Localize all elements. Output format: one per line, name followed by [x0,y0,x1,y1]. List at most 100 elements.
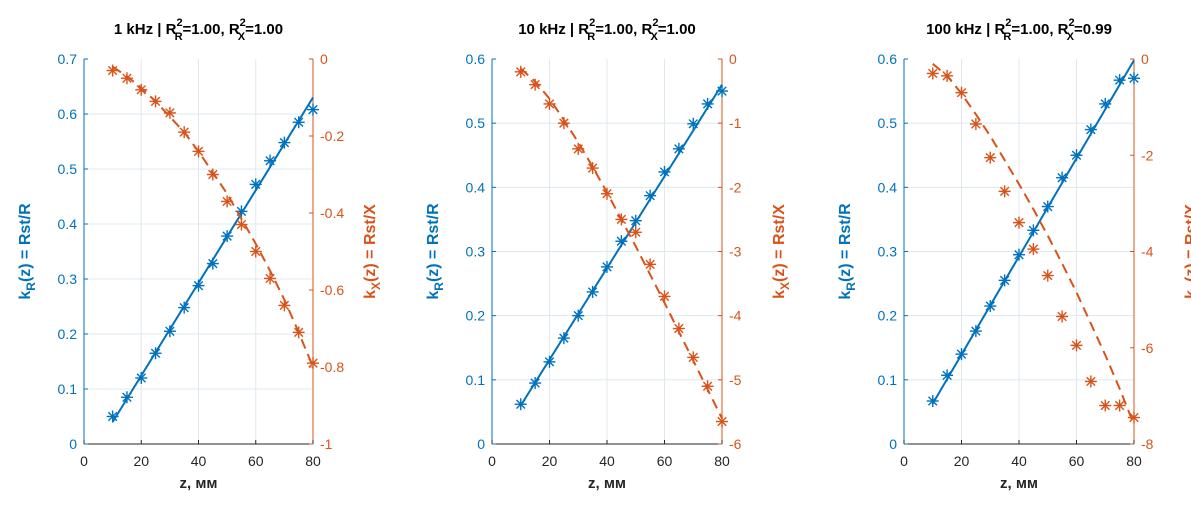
kx-data-point [135,83,148,96]
right-y-tick-label: -5 [729,372,742,388]
left-y-tick-label: 0 [477,436,485,452]
left-y-tick-label: 0.7 [58,51,78,67]
x-tick-label: 0 [488,453,496,469]
kx-data-point [264,272,277,285]
kx-data-point [120,72,133,85]
kx-data-point [1056,310,1069,323]
kx-data-point [629,226,642,239]
left-y-tick-label: 0.4 [466,179,486,195]
x-tick-label: 80 [305,453,321,469]
kx-data-point [1041,269,1054,282]
kx-data-point [658,290,671,303]
x-axis-label: z, мм [588,475,626,492]
left-y-axis-label: kR(z) = Rst/R [837,203,858,300]
x-tick-label: 40 [599,453,615,469]
right-y-tick-label: -2 [1141,147,1154,163]
x-tick-label: 40 [191,453,207,469]
right-y-tick-label: 0 [729,51,737,67]
kx-data-point [1027,243,1040,256]
right-y-axis-label: kX(z) = Rst/X [362,204,383,299]
left-y-tick-label: 0.6 [58,106,78,122]
x-tick-label: 80 [1126,453,1142,469]
chart-title: 10 kHz | R2 R=1.00, R2 X=1.00 [518,17,696,43]
x-axis-label: z, мм [179,475,217,492]
chart-title: 1 kHz | R2 R=1.00, R2 X=1.00 [114,17,283,43]
kr-data-point [1128,72,1140,85]
kx-data-point [1099,399,1112,412]
x-tick-label: 20 [542,453,558,469]
kx-data-point [926,67,939,80]
kr-data-point [1113,74,1126,87]
chart-panel-3: 0 20 40 60 80 0 0.1 0.2 0.3 0.4 0.5 0.6 -8 -6 -4 -2 0 100… [837,17,1191,492]
left-y-tick-label: 0 [889,436,897,452]
left-y-tick-label: 0.3 [466,244,486,260]
kx-data-point [206,168,219,181]
kx-data-point [586,162,599,175]
left-y-tick-label: 0.1 [58,381,78,397]
right-y-tick-label: -0.8 [320,359,344,375]
kx-data-point [1084,375,1097,388]
x-tick-label: 60 [657,453,673,469]
kr-data-point [658,165,671,178]
right-y-tick-label: -3 [729,244,742,260]
kx-data-point [529,78,542,91]
kr-fit-line [519,84,723,407]
left-y-tick-label: 0.2 [878,308,898,324]
right-y-tick-label: -4 [729,308,742,324]
x-tick-label: 40 [1011,453,1027,469]
kx-data-point [1013,216,1025,229]
x-tick-label: 20 [954,453,970,469]
left-y-tick-label: 0.3 [878,244,898,260]
kx-data-point [1113,399,1126,412]
kx-data-point [998,185,1011,198]
left-y-tick-label: 0.4 [58,216,78,232]
chart-panel-1: 0 20 40 60 80 0 0.1 0.2 0.3 0.4 0.5 0.6 0.7 -1 -0.8 -0.… [17,17,383,492]
x-tick-label: 20 [133,453,149,469]
x-tick-label: 80 [714,453,730,469]
left-y-tick-label: 0.2 [466,308,486,324]
kr-fit-line [111,96,314,423]
left-y-tick-label: 0.6 [466,51,486,67]
kr-data-point [701,97,714,110]
x-tick-label: 0 [900,453,908,469]
kx-data-point [644,258,657,271]
kx-fit-line [520,67,723,419]
right-y-tick-label: -2 [729,179,742,195]
left-y-axis-label: kR(z) = Rst/R [17,203,38,300]
left-y-tick-label: 0.3 [58,271,78,287]
right-y-tick-label: -6 [729,436,742,452]
kx-fit-line [112,65,314,368]
right-y-tick-label: -0.6 [320,282,344,298]
left-y-tick-label: 0.5 [466,115,486,131]
kx-data-point [235,218,248,231]
left-y-tick-label: 0.1 [878,372,898,388]
kx-data-point [969,117,982,130]
left-y-tick-label: 0.2 [58,326,78,342]
right-y-tick-label: -0.2 [320,128,344,144]
left-y-axis-label: kR(z) = Rst/R [425,203,446,300]
kr-data-point [926,395,939,408]
kx-data-point [249,245,262,258]
left-y-tick-label: 0.5 [878,115,898,131]
x-tick-label: 60 [248,453,264,469]
kr-data-point [163,325,176,338]
chart-title: 100 kHz | R2 R=1.00, R2 X=0.99 [926,17,1112,43]
right-y-tick-label: 0 [1141,51,1149,67]
x-tick-label: 0 [80,453,88,469]
x-axis-label: z, мм [1000,475,1038,492]
right-y-tick-label: -0.4 [320,205,344,221]
x-tick-label: 60 [1069,453,1085,469]
kx-data-point [984,151,997,164]
right-y-tick-label: -6 [1141,340,1154,356]
left-y-tick-label: 0 [69,436,77,452]
chart-panel-2: 0 20 40 60 80 0 0.1 0.2 0.3 0.4 0.5 0.6 -6 -5 -4 -3 -2 -1… [425,17,792,492]
right-y-tick-label: -4 [1141,244,1154,260]
kr-data-point [307,103,319,116]
left-y-tick-label: 0.5 [58,161,78,177]
right-y-tick-label: -1 [729,115,742,131]
left-y-tick-label: 0.4 [878,179,898,195]
right-y-tick-label: -8 [1141,436,1154,452]
kr-data-point [1084,123,1097,136]
kx-fit-line [932,63,1135,426]
